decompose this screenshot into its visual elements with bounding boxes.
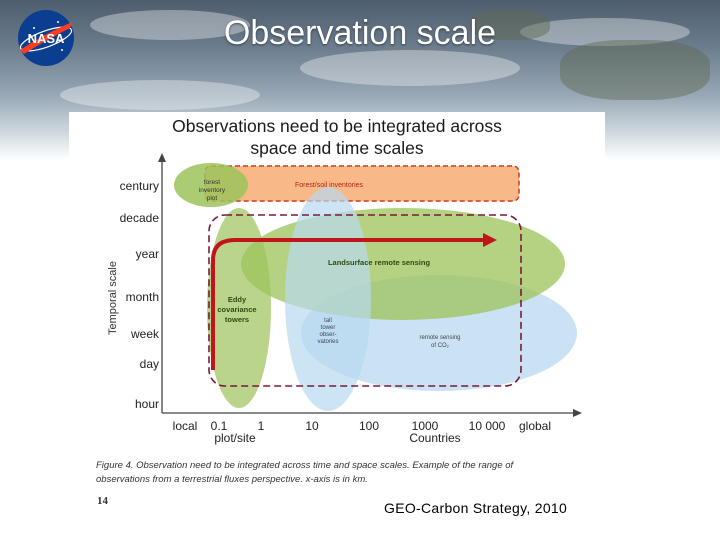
y-axis-label: Temporal scale [107,261,119,335]
tall-tower-region [285,187,371,411]
x-tick-10000: 10 000 [469,419,506,433]
page-number: 14 [97,495,108,507]
eddy-label-2: covariance [217,305,256,314]
forest-soil-label: Forest/soil inventories [295,182,364,189]
x-tick-1: 1 [258,419,265,433]
remote-co2-label-2: of CO₂ [431,343,450,349]
figure-title: Observations need to be integrated acros… [69,115,605,159]
tall-tower-label-2: tower [321,325,336,331]
x-tick-10: 10 [305,419,319,433]
slide-title: Observation scale [223,14,497,52]
y-tick-day: day [140,357,159,371]
x-sublabel-plot-site: plot/site [214,431,256,445]
forest-plot-label-1: forest [204,179,220,186]
integration-arrow [211,238,485,370]
landsurface-label: Landsurface remote sensing [328,258,431,267]
tall-tower-label-3: obser- [319,332,336,338]
x-sublabel-countries: Countries [409,431,460,445]
figure-caption-line1: Figure 4. Observation need to be integra… [96,460,514,471]
forest-plot-label-2: inventory [199,187,226,194]
x-tick-100: 100 [359,419,379,433]
source-citation: GEO-Carbon Strategy, 2010 [384,500,568,516]
figure-caption: Figure 4. Observation need to be integra… [96,459,596,487]
integration-box [208,214,522,387]
eddy-region [207,208,271,408]
arrow-head [483,233,497,247]
figure-title-line1: Observations need to be integrated acros… [172,116,502,136]
x-tick-1000: 1000 [412,419,439,433]
x-tick-global: global [519,419,551,433]
remote-co2-label-1: remote sensing [419,335,460,341]
y-tick-year: year [136,247,159,261]
x-tick-0-1: 0.1 [211,419,228,433]
eddy-label-1: Eddy [228,295,247,304]
figure-caption-line2: observations from a terrestrial fluxes p… [96,474,368,485]
y-tick-century: century [120,179,159,193]
forest-plot-region [174,163,248,207]
figure-title-line2: space and time scales [250,138,424,158]
x-tick-local: local [173,419,198,433]
nasa-logo: NASA [18,10,74,66]
y-tick-decade: decade [120,211,160,225]
svg-text:NASA: NASA [28,31,65,46]
forest-plot-label-3: plot [207,195,218,202]
scale-diagram: Temporal scale century decade year month… [107,153,582,445]
tall-tower-label-1: tall [324,318,332,324]
figure-panel: Observations need to be integrated acros… [69,112,605,488]
y-tick-week: week [130,327,160,341]
y-tick-month: month [126,290,159,304]
tall-tower-label-4: vatories [317,339,338,345]
y-tick-hour: hour [135,397,159,411]
eddy-label-3: towers [225,315,249,324]
